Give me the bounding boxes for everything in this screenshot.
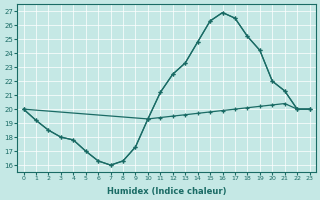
- X-axis label: Humidex (Indice chaleur): Humidex (Indice chaleur): [107, 187, 226, 196]
